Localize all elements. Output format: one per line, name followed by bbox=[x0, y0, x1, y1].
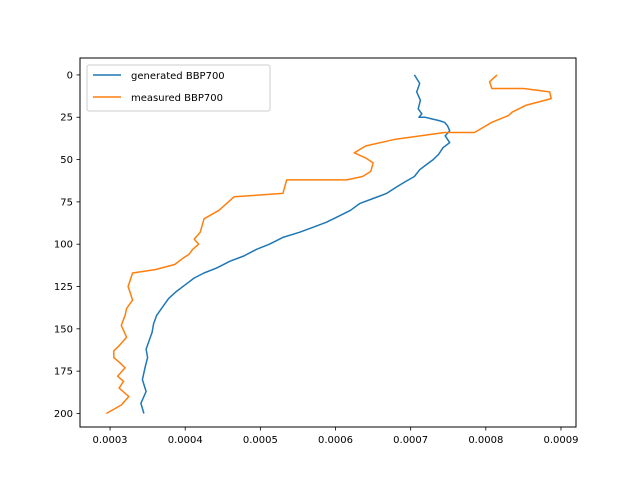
legend-label-2: measured BBP700 bbox=[131, 93, 223, 104]
series-line-1 bbox=[140, 74, 451, 414]
y-tick-label: 75 bbox=[60, 197, 73, 208]
x-tick-label: 0.0004 bbox=[168, 435, 203, 446]
y-tick-label: 25 bbox=[60, 113, 73, 124]
x-axis: 0.0003 0.0004 0.0005 0.0006 0.0007 0.0008 0.00… bbox=[93, 427, 578, 446]
x-tick-label: 0.0008 bbox=[468, 435, 503, 446]
y-tick-label: 0 bbox=[67, 70, 73, 81]
plot-frame bbox=[79, 57, 577, 428]
y-tick-label: 100 bbox=[54, 240, 73, 251]
series-line-2 bbox=[105, 74, 552, 415]
y-tick-label: 200 bbox=[54, 409, 73, 420]
x-tick-label: 0.0007 bbox=[393, 435, 428, 446]
legend-box bbox=[86, 64, 271, 112]
x-tick-label: 0.0009 bbox=[543, 435, 578, 446]
y-tick-label: 50 bbox=[60, 155, 73, 166]
y-tick-label: 150 bbox=[54, 324, 73, 335]
y-tick-label: 175 bbox=[54, 367, 73, 378]
plot-lines bbox=[105, 74, 552, 415]
legend: generated BBP700 measured BBP700 bbox=[86, 64, 271, 112]
y-tick-label: 125 bbox=[54, 282, 73, 293]
x-tick-label: 0.0003 bbox=[93, 435, 128, 446]
x-tick-label: 0.0006 bbox=[318, 435, 353, 446]
legend-label-1: generated BBP700 bbox=[131, 71, 225, 82]
x-tick-label: 0.0005 bbox=[243, 435, 278, 446]
y-axis: 0 25 50 75 100 125 150 175 200 bbox=[54, 70, 80, 420]
